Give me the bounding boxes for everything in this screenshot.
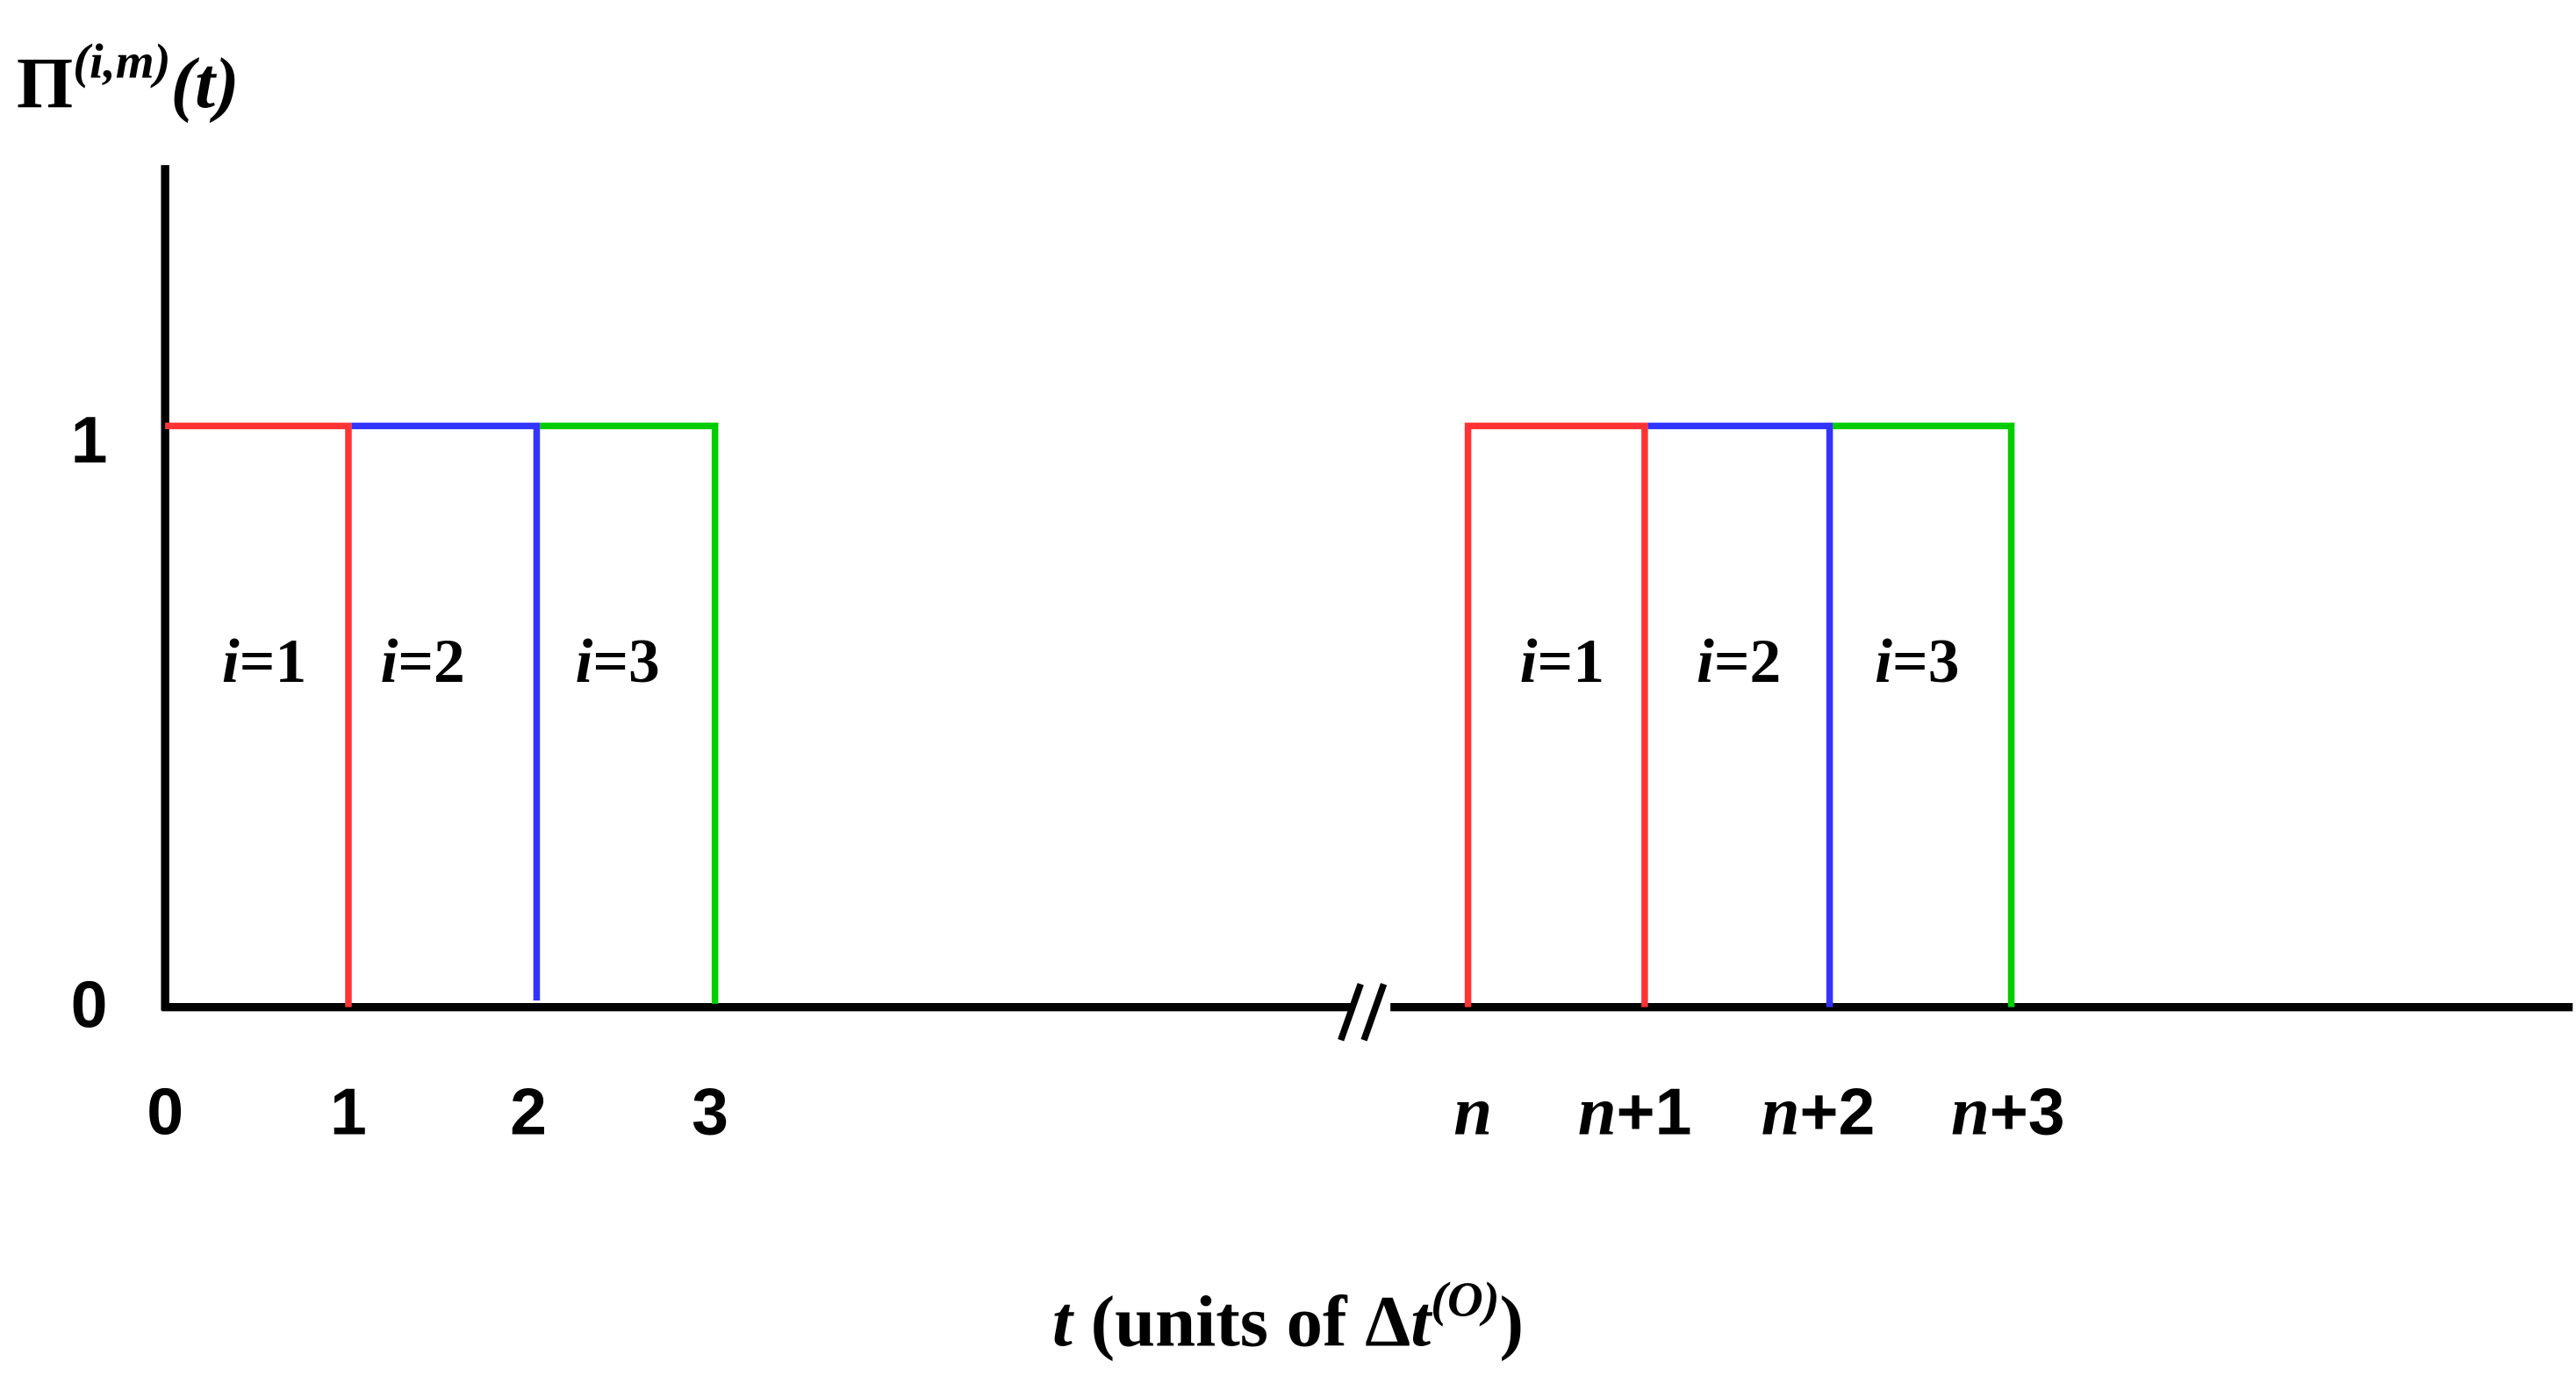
- pulse-i3: [540, 422, 719, 1004]
- y-tick-label: 1: [71, 403, 108, 477]
- var: n: [1453, 1074, 1492, 1150]
- x-tick-label: n+2: [1762, 1074, 1876, 1150]
- pulse-i1: [1464, 422, 1648, 1007]
- rest: =1: [1538, 627, 1604, 696]
- pulse-labels: i=1 i=2 i=3 i=1 i=2 i=3: [222, 627, 1960, 696]
- x-axis-title: t (units of Δt(O)): [1052, 1273, 1524, 1362]
- x-tick-label: 1: [330, 1075, 367, 1149]
- suffix: +3: [1990, 1075, 2065, 1149]
- rest: =3: [592, 627, 659, 696]
- x-ticks-right: n n+1 n+2 n+3: [1453, 1074, 2064, 1150]
- pulse-i2: [1647, 422, 1833, 1007]
- x-tick-label: 2: [510, 1075, 547, 1149]
- pulse-label: i=2: [1697, 627, 1781, 696]
- var: i: [1875, 627, 1892, 696]
- rest: =1: [240, 627, 306, 696]
- pulse-label: i=3: [575, 627, 659, 696]
- superscript: (O): [1431, 1273, 1499, 1328]
- x-ticks-left: 0 1 2 3: [147, 1075, 728, 1149]
- pulse-label: i=3: [1875, 627, 1959, 696]
- pulses-left: [165, 422, 719, 1007]
- x-tick-label: 0: [147, 1075, 183, 1149]
- argument: (t): [170, 42, 239, 123]
- x-tick-label: 3: [692, 1075, 728, 1149]
- text: (units of Δ: [1073, 1280, 1410, 1361]
- var: n: [1578, 1074, 1617, 1150]
- pulse-i1: [165, 422, 352, 1007]
- suffix: +1: [1617, 1075, 1692, 1149]
- var: i: [575, 627, 592, 696]
- var: i: [222, 627, 240, 696]
- var: t: [1410, 1280, 1433, 1361]
- rest: =3: [1892, 627, 1959, 696]
- x-tick-label: n+1: [1578, 1074, 1692, 1150]
- pulses-right: [1464, 422, 2015, 1007]
- var: i: [1697, 627, 1714, 696]
- suffix: +2: [1800, 1075, 1876, 1149]
- close: ): [1500, 1280, 1525, 1361]
- x-tick-label: n: [1453, 1074, 1492, 1150]
- rest: =2: [1714, 627, 1781, 696]
- pulse-label: i=1: [1520, 627, 1604, 696]
- symbol: Π: [17, 42, 73, 123]
- rest: =2: [398, 627, 464, 696]
- pulse-label: i=2: [380, 627, 464, 696]
- pulse-i3: [1833, 422, 2015, 1007]
- var: i: [1520, 627, 1538, 696]
- pulse-i2: [351, 422, 541, 1001]
- var: t: [1052, 1280, 1075, 1361]
- var: n: [1951, 1074, 1990, 1150]
- superscript: (i,m): [73, 34, 170, 89]
- var: n: [1762, 1074, 1800, 1150]
- y-tick-label: 0: [71, 967, 108, 1041]
- x-tick-label: n+3: [1951, 1074, 2065, 1150]
- y-axis-label: Π(i,m)(t): [17, 34, 240, 123]
- axis-break: [1338, 983, 1364, 1042]
- axis-break: [1360, 983, 1388, 1042]
- pulse-label: i=1: [222, 627, 306, 696]
- var: i: [380, 627, 398, 696]
